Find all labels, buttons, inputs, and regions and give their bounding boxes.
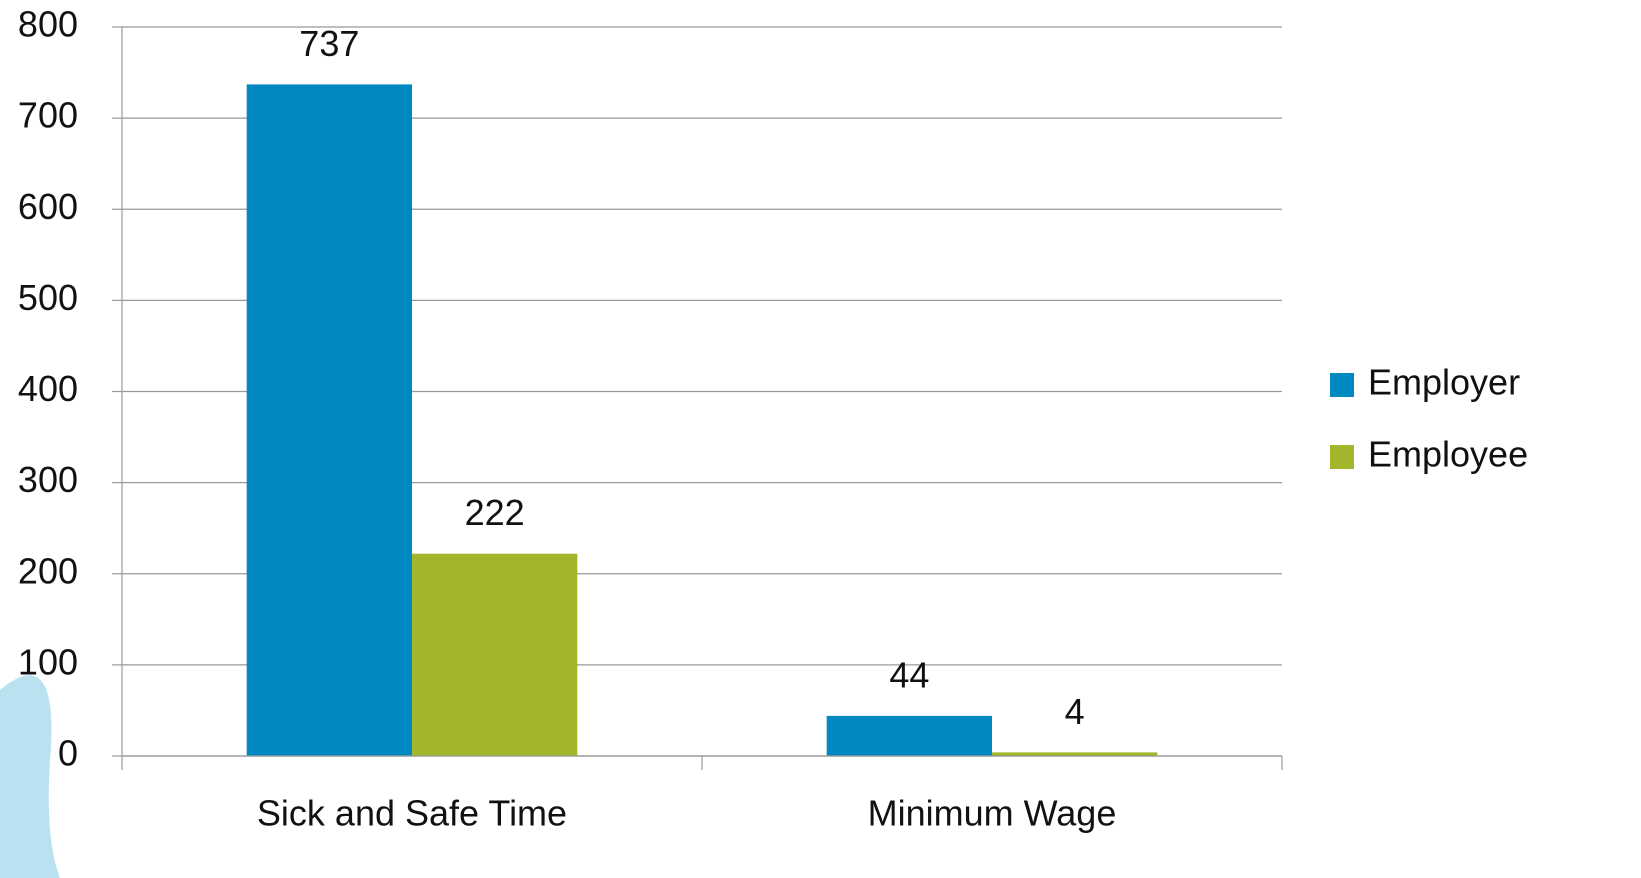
y-tick-label: 200 [18,550,78,591]
y-tick-label: 500 [18,277,78,318]
y-tick-label: 100 [18,641,78,682]
bar [412,553,578,756]
x-tick-label: Minimum Wage [868,793,1117,834]
y-tick-label: 800 [18,4,78,45]
data-label: 44 [889,654,929,695]
decoration-arc [0,675,60,878]
y-tick-label: 600 [18,186,78,227]
legend-swatch [1330,445,1354,469]
bar [826,715,992,756]
x-tick-label: Sick and Safe Time [257,793,567,834]
y-tick-label: 400 [18,368,78,409]
legend-swatch [1330,373,1354,397]
y-tick-label: 700 [18,95,78,136]
bar [246,84,412,756]
legend-label: Employer [1368,362,1520,403]
bar [992,752,1158,756]
y-tick-label: 0 [58,733,78,774]
data-label: 222 [465,492,525,533]
data-label: 4 [1065,691,1085,732]
data-label: 737 [299,23,359,64]
legend-label: Employee [1368,434,1528,475]
y-tick-label: 300 [18,459,78,500]
